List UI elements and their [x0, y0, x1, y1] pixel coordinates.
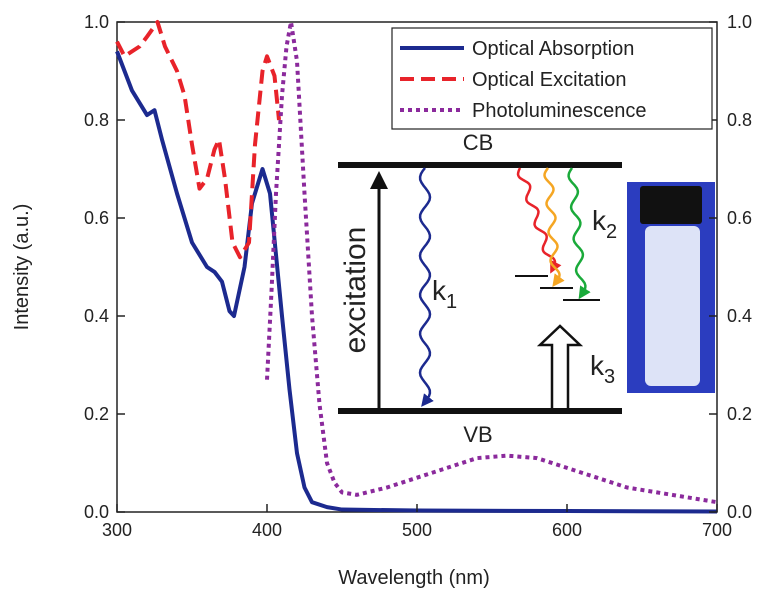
wavy-arrow	[516, 167, 562, 274]
x-tick-label: 500	[402, 520, 432, 540]
x-axis-label: Wavelength (nm)	[338, 567, 490, 589]
wavy-arrow	[418, 167, 434, 407]
x-tick-label: 400	[252, 520, 282, 540]
y2-tick-label: 0.8	[727, 110, 752, 130]
y2-tick-label: 0.4	[727, 306, 752, 326]
y-tick-label: 0.0	[84, 502, 109, 522]
k-base: k	[590, 350, 605, 381]
y-tick-label: 0.6	[84, 208, 109, 228]
excitation-label: excitation	[339, 227, 372, 354]
k3-label: k3	[590, 350, 615, 388]
x-tick-label: 600	[552, 520, 582, 540]
wavy-arrow	[567, 167, 591, 300]
series-line	[115, 20, 281, 260]
cb-label: CB	[463, 130, 494, 155]
series-line	[115, 50, 718, 514]
y-tick-label: 0.8	[84, 110, 109, 130]
series-line	[265, 20, 718, 505]
vb-label: VB	[463, 422, 492, 447]
k-sub: 1	[446, 291, 457, 313]
y-tick-label: 1.0	[84, 12, 109, 32]
y2-tick-label: 0.0	[727, 502, 752, 522]
k2-label: k2	[592, 205, 617, 243]
k-base: k	[432, 275, 447, 306]
hollow-arrow	[536, 324, 584, 408]
vial-cap	[640, 186, 702, 224]
k-base: k	[592, 205, 607, 236]
inset-diagram: CB VB excitation k1 k2 k3	[338, 130, 715, 447]
y2-tick-label: 1.0	[727, 12, 752, 32]
plot-area	[115, 20, 718, 514]
legend-label: Photoluminescence	[472, 100, 647, 122]
y2-tick-label: 0.6	[727, 208, 752, 228]
k-sub: 2	[606, 221, 617, 243]
x-tick-label: 300	[102, 520, 132, 540]
y-tick-label: 0.2	[84, 404, 109, 424]
x-tick-label: 700	[702, 520, 732, 540]
y-tick-label: 0.4	[84, 306, 109, 326]
vial-body	[645, 226, 700, 386]
legend-label: Optical Absorption	[472, 38, 634, 60]
k-sub: 3	[604, 366, 615, 388]
y-axis-label: Intensity (a.u.)	[11, 204, 33, 331]
y2-tick-label: 0.2	[727, 404, 752, 424]
wavy-arrow	[543, 167, 565, 288]
legend-label: Optical Excitation	[472, 69, 627, 91]
k1-label: k1	[432, 275, 457, 313]
